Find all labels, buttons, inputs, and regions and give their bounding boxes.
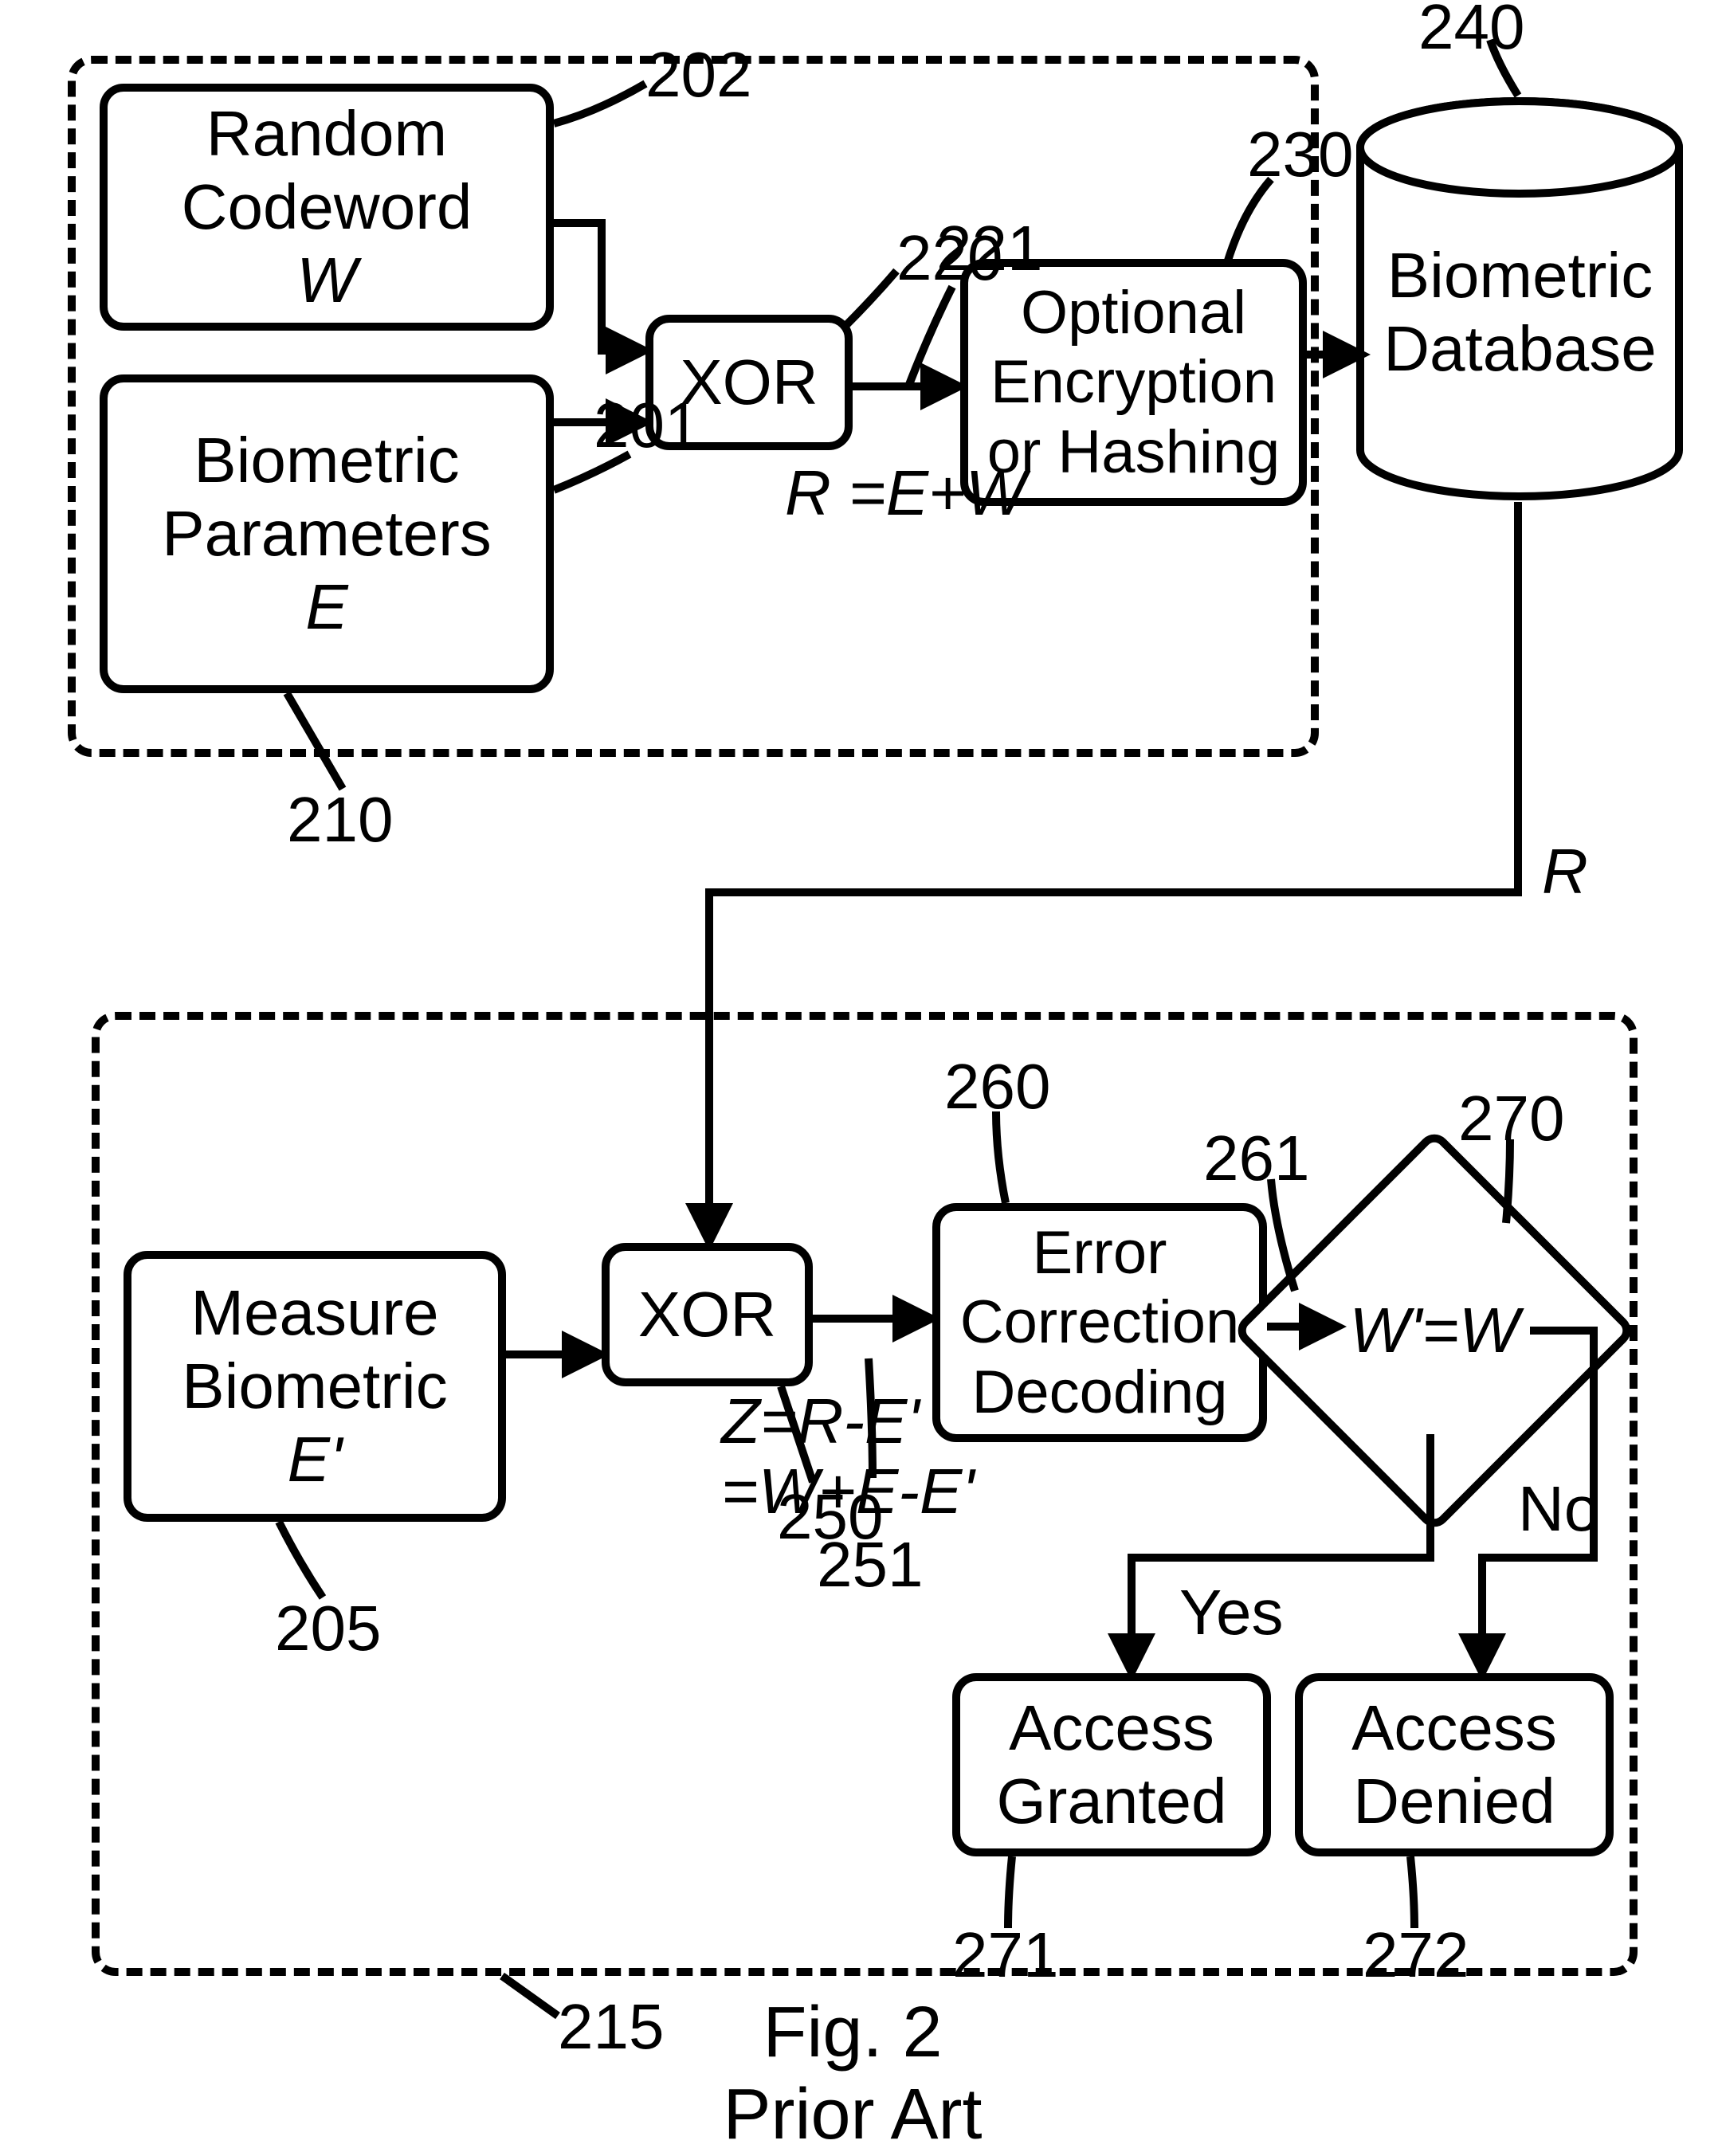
db-l2: Database bbox=[1383, 313, 1656, 384]
ref-261: 261 bbox=[1203, 1123, 1309, 1194]
access-granted-l1: Access bbox=[1009, 1692, 1214, 1763]
biometric-params-box: Biometric Parameters E bbox=[100, 374, 554, 693]
error-corr-l3: Decoding bbox=[971, 1358, 1227, 1426]
ref-251: 251 bbox=[817, 1530, 923, 1600]
measure-bio-l3: E' bbox=[288, 1424, 343, 1495]
ref-201: 201 bbox=[594, 390, 700, 461]
error-corr-l2: Correction bbox=[960, 1288, 1240, 1356]
ref-205: 205 bbox=[275, 1593, 381, 1664]
database-cylinder: Biometric Database bbox=[1355, 96, 1685, 502]
biometric-params-l2: Parameters bbox=[162, 498, 491, 569]
measure-bio-l2: Biometric bbox=[182, 1350, 447, 1421]
ref-260: 260 bbox=[944, 1052, 1050, 1122]
diagram-canvas: Random Codeword W Biometric Parameters E… bbox=[0, 0, 1722, 2106]
access-granted-l2: Granted bbox=[996, 1766, 1226, 1837]
label-r-eq: R =E+W bbox=[785, 458, 1026, 528]
label-no: No bbox=[1518, 1474, 1599, 1544]
figure-caption: Fig. 2 Prior Art bbox=[693, 1992, 1012, 2156]
error-correction-box: Error Correction Decoding bbox=[932, 1203, 1267, 1442]
random-codeword-l1: Random bbox=[206, 98, 447, 169]
access-denied-l1: Access bbox=[1351, 1692, 1557, 1763]
xor1-text: XOR bbox=[680, 346, 818, 419]
access-denied-box: Access Denied bbox=[1295, 1673, 1614, 1856]
ref-202: 202 bbox=[645, 40, 751, 110]
ref-230: 230 bbox=[1247, 120, 1353, 190]
ref-270: 270 bbox=[1458, 1084, 1564, 1154]
ref-210: 210 bbox=[287, 785, 393, 855]
measure-biometric-box: Measure Biometric E' bbox=[124, 1251, 506, 1522]
random-codeword-box: Random Codeword W bbox=[100, 84, 554, 331]
caption-l1: Fig. 2 bbox=[763, 1993, 942, 2072]
caption-l2: Prior Art bbox=[723, 2075, 982, 2154]
optional-enc-l1: Optional bbox=[1021, 279, 1246, 347]
biometric-params-l3: E bbox=[305, 571, 347, 642]
label-yes: Yes bbox=[1179, 1578, 1284, 1648]
decision-text: W'=W bbox=[1291, 1187, 1578, 1474]
ref-272: 272 bbox=[1363, 1920, 1469, 1990]
xor2-box: XOR bbox=[602, 1243, 813, 1386]
error-corr-l1: Error bbox=[1033, 1219, 1167, 1287]
label-r: R bbox=[1542, 837, 1588, 907]
db-l1: Biometric bbox=[1387, 240, 1653, 311]
ref-215: 215 bbox=[558, 1992, 664, 2062]
ref-240: 240 bbox=[1418, 0, 1524, 62]
xor2-text: XOR bbox=[638, 1278, 776, 1351]
optional-enc-l2: Encryption bbox=[990, 348, 1277, 416]
random-codeword-l3: W bbox=[296, 245, 357, 316]
measure-bio-l1: Measure bbox=[190, 1277, 438, 1348]
n221-only: 221 bbox=[936, 214, 1042, 284]
decision-label: W'=W bbox=[1349, 1294, 1519, 1367]
random-codeword-l2: Codeword bbox=[182, 171, 473, 242]
ref-271: 271 bbox=[952, 1920, 1058, 1990]
optional-enc-l3: or Hashing bbox=[987, 418, 1281, 486]
access-granted-box: Access Granted bbox=[952, 1673, 1271, 1856]
biometric-params-l1: Biometric bbox=[194, 425, 459, 496]
label-z-l1: Z=R-E' bbox=[721, 1386, 920, 1456]
access-denied-l2: Denied bbox=[1353, 1766, 1555, 1837]
